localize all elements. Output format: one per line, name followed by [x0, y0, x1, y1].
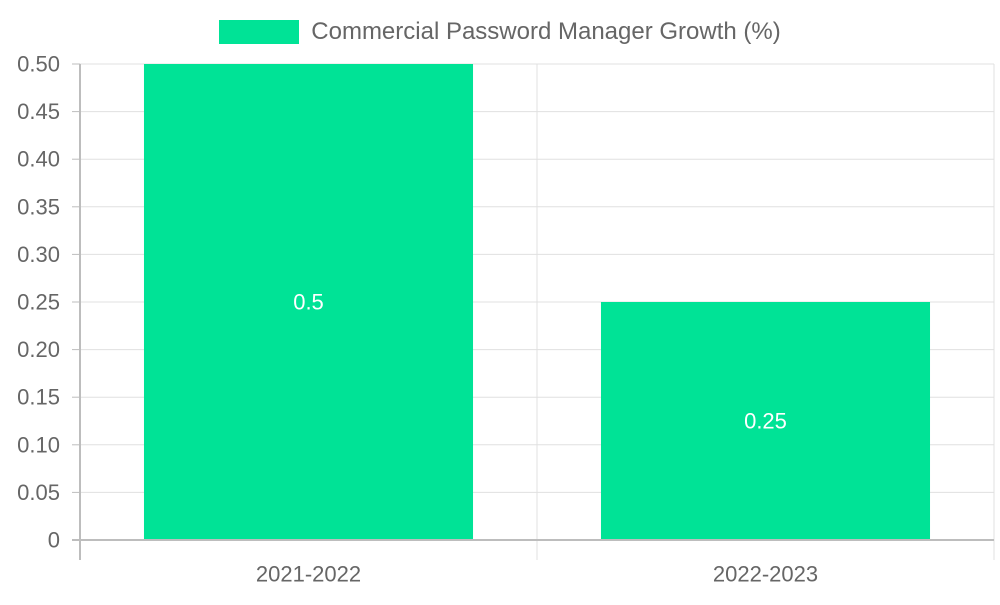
y-tick-label: 0.15 — [17, 385, 60, 410]
legend-label: Commercial Password Manager Growth (%) — [311, 18, 781, 45]
bar — [143, 64, 474, 540]
x-tick-label: 2022-2023 — [713, 562, 818, 587]
y-tick-label: 0.45 — [17, 99, 60, 124]
y-tick-label: 0.40 — [17, 147, 60, 172]
bar-data-label: 0.25 — [744, 409, 787, 434]
y-tick-label: 0.50 — [17, 52, 60, 77]
legend[interactable]: Commercial Password Manager Growth (%) — [0, 18, 1000, 46]
y-tick-label: 0.05 — [17, 480, 60, 505]
y-tick-label: 0.20 — [17, 337, 60, 362]
legend-swatch — [219, 20, 300, 44]
x-tick-label: 2021-2022 — [256, 562, 361, 587]
y-tick-label: 0.30 — [17, 242, 60, 267]
y-tick-label: 0.10 — [17, 432, 60, 457]
y-tick-label: 0.25 — [17, 290, 60, 315]
y-tick-label: 0.35 — [17, 194, 60, 219]
bar — [600, 302, 931, 540]
bar-data-label: 0.5 — [293, 290, 324, 315]
y-tick-label: 0 — [48, 528, 60, 553]
